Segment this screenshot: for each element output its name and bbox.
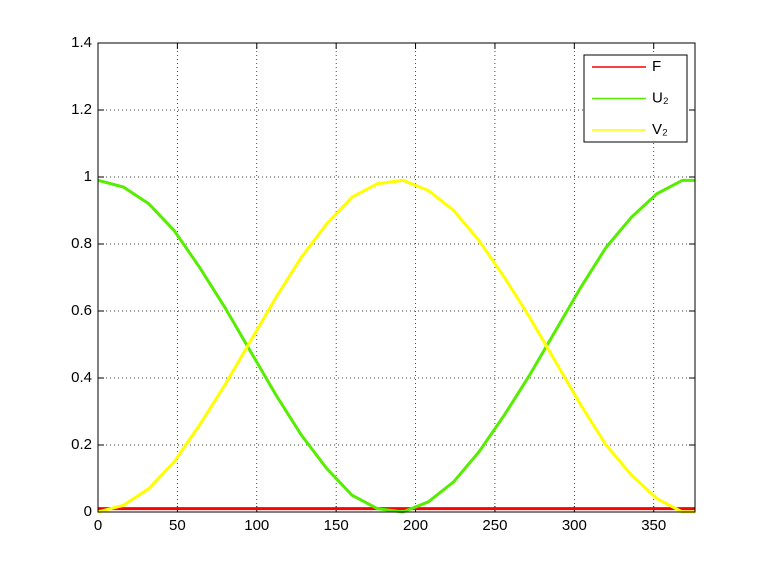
legend-label: V₂ — [652, 121, 668, 138]
x-tick-label: 200 — [403, 517, 428, 534]
series-line — [97, 178, 695, 514]
plot-frame — [97, 42, 696, 513]
x-tick-label: 300 — [562, 517, 587, 534]
legend-label: F — [652, 58, 661, 75]
y-tick-label: 0.4 — [71, 369, 92, 386]
y-tick-label: 0.8 — [71, 235, 92, 252]
y-tick-label: 0.2 — [71, 436, 92, 453]
x-tick-label: 350 — [641, 517, 666, 534]
y-tick-label: 0.6 — [71, 302, 92, 319]
x-tick-label: 50 — [169, 517, 186, 534]
x-tick-label: 250 — [482, 517, 507, 534]
y-tick-label: 1.4 — [71, 34, 92, 51]
y-tick-label: 1.2 — [71, 101, 92, 118]
y-tick-label: 0 — [84, 503, 92, 520]
y-tick-label: 1 — [84, 168, 92, 185]
x-tick-label: 0 — [94, 517, 102, 534]
legend-label: U₂ — [652, 89, 669, 106]
x-tick-label: 150 — [324, 517, 349, 534]
x-tick-label: 100 — [244, 517, 269, 534]
